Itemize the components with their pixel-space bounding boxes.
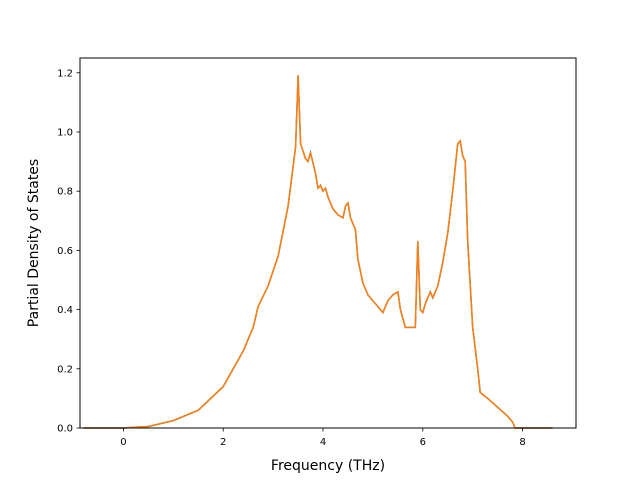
ticks-layer: 0 2 4 6 8 0.0 0.2 0.4 0.6 0.8 1.0 1.2 <box>57 68 526 448</box>
y-tick-label: 0.8 <box>57 187 73 198</box>
plot-frame <box>79 57 577 429</box>
y-tick-label: 0.4 <box>57 305 73 316</box>
x-tick-label: 4 <box>320 437 326 448</box>
y-tick-label: 0.6 <box>57 246 73 257</box>
series-layer <box>83 75 553 429</box>
x-tick-label: 2 <box>220 437 226 448</box>
x-axis-label: Frequency (THz) <box>271 458 385 474</box>
plot-area <box>80 58 576 428</box>
y-tick-label: 0.2 <box>57 364 73 375</box>
y-tick-label: 1.2 <box>57 68 73 79</box>
series-line-0 <box>83 75 553 429</box>
x-tick-label: 6 <box>420 437 426 448</box>
x-tick-label: 8 <box>519 437 525 448</box>
y-tick-label: 1.0 <box>57 128 73 139</box>
y-tick-label: 0.0 <box>57 424 73 435</box>
x-tick-label: 0 <box>120 437 126 448</box>
y-axis-label: Partial Density of States <box>26 159 42 327</box>
